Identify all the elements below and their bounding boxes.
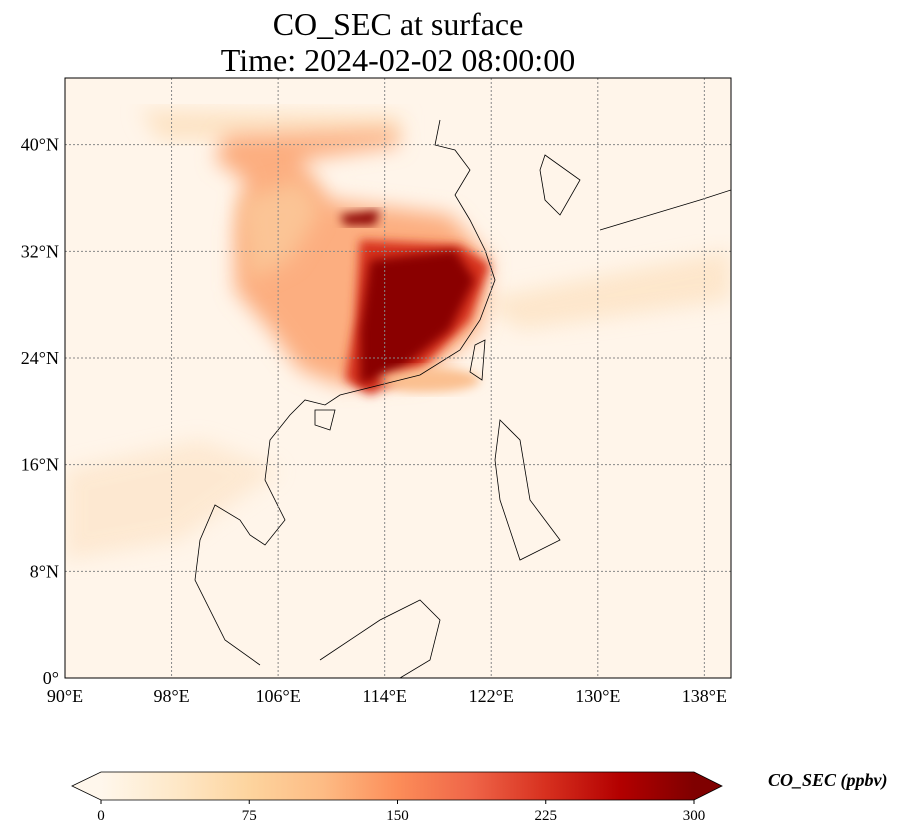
lat-tick-label: 0°	[43, 668, 59, 688]
colorbar-tick-label: 300	[683, 808, 706, 824]
colorbar: 0 75 150 225 300	[71, 771, 723, 824]
lon-tick-label: 138°E	[682, 686, 727, 706]
lon-tick-label: 98°E	[153, 686, 189, 706]
lon-tick-label: 106°E	[256, 686, 301, 706]
lat-tick-label: 24°N	[21, 348, 59, 368]
lon-tick-label: 90°E	[47, 686, 83, 706]
lat-tick-label: 8°N	[30, 561, 59, 581]
lat-tick-label: 16°N	[21, 455, 59, 475]
colorbar-over-arrow	[694, 772, 722, 800]
lat-tick-label: 40°N	[21, 135, 59, 155]
colorbar-tick-label: 75	[242, 808, 257, 824]
lon-tick-label: 114°E	[362, 686, 407, 706]
colorbar-tick-label: 225	[535, 808, 558, 824]
lat-tick-label: 32°N	[21, 241, 59, 261]
map-frame	[64, 77, 732, 679]
graticule	[65, 78, 731, 678]
colorbar-tick-label: 150	[386, 808, 409, 824]
colorbar-under-arrow	[72, 772, 101, 800]
lon-tick-label: 130°E	[575, 686, 620, 706]
lon-tick-label: 122°E	[469, 686, 514, 706]
colorbar-gradient	[101, 772, 694, 800]
concentration-field	[65, 78, 731, 678]
colorbar-tick-label: 0	[97, 808, 105, 824]
map-title-line1: CO_SEC at surface	[272, 6, 524, 42]
colorbar-label: CO_SEC (ppbv)	[768, 770, 888, 790]
map-title-line2: Time: 2024-02-02 08:00:00	[220, 42, 576, 78]
